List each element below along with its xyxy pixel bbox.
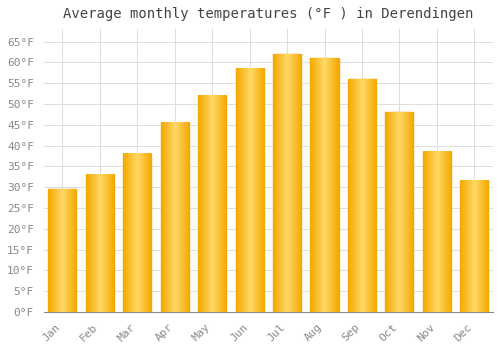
Bar <box>348 79 376 312</box>
Bar <box>273 54 301 312</box>
Bar <box>48 189 76 312</box>
Bar <box>198 96 226 312</box>
Title: Average monthly temperatures (°F ) in Derendingen: Average monthly temperatures (°F ) in De… <box>63 7 474 21</box>
Bar <box>386 112 413 312</box>
Bar <box>160 122 189 312</box>
Bar <box>86 175 114 312</box>
Bar <box>123 154 152 312</box>
Bar <box>460 181 488 312</box>
Bar <box>423 152 451 312</box>
Bar <box>310 58 338 312</box>
Bar <box>236 69 264 312</box>
